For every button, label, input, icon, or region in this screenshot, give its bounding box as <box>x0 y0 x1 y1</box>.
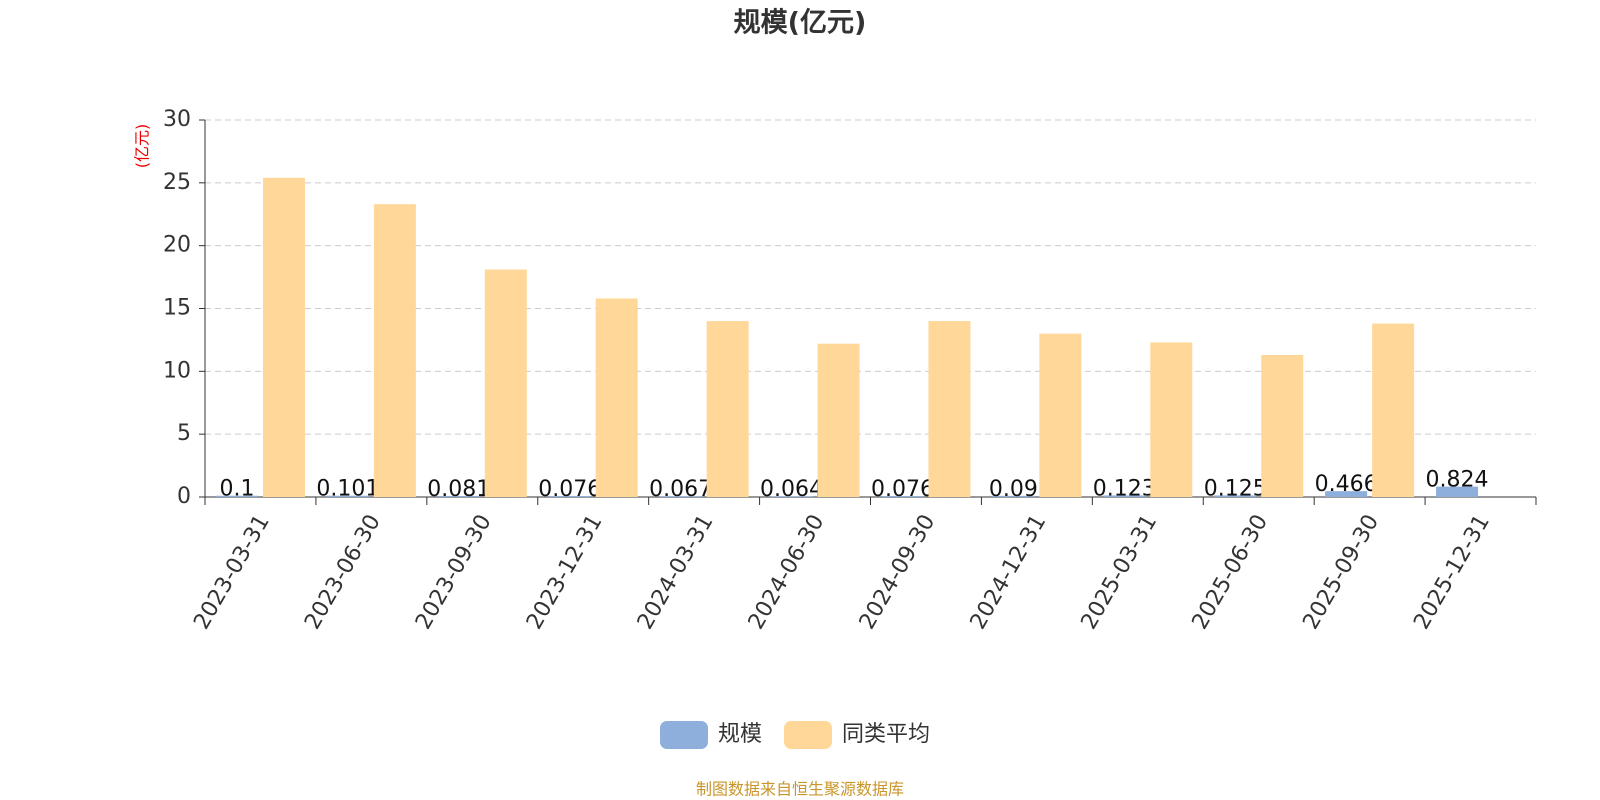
bar <box>595 298 638 497</box>
bar <box>992 495 1035 497</box>
bar <box>548 496 591 497</box>
x-tick-label: 2024-03-31 <box>633 511 719 634</box>
x-tick-label: 2025-12-31 <box>1409 511 1495 634</box>
y-tick-label: 0 <box>177 484 191 509</box>
data-label: 0.125 <box>1204 476 1267 501</box>
x-tick-label: 2025-06-30 <box>1188 511 1274 634</box>
y-tick-label: 20 <box>163 233 191 258</box>
y-tick-label: 10 <box>163 358 191 383</box>
x-tick-label: 2024-12-31 <box>966 511 1052 634</box>
x-tick-label: 2024-06-30 <box>744 511 830 634</box>
bar <box>706 321 749 497</box>
bar <box>262 177 305 497</box>
bar <box>928 321 971 497</box>
data-label: 0.466 <box>1315 472 1378 497</box>
data-label: 0.076 <box>538 477 601 502</box>
y-tick-label: 15 <box>163 296 191 321</box>
legend-swatch <box>784 721 833 749</box>
bar <box>659 496 702 497</box>
bar <box>817 343 860 497</box>
data-label: 0.824 <box>1426 468 1489 493</box>
x-tick-label: 2023-06-30 <box>300 511 386 634</box>
legend-label: 同类平均 <box>842 722 930 747</box>
legend-label: 规模 <box>718 722 762 747</box>
data-label: 0.09 <box>989 477 1038 502</box>
data-label: 0.101 <box>316 477 379 502</box>
bar <box>1325 491 1368 497</box>
legend-swatch <box>660 721 708 749</box>
x-tick-label: 2023-12-31 <box>522 511 608 634</box>
bar <box>1150 342 1193 497</box>
bar <box>770 496 813 497</box>
data-label: 0.064 <box>760 477 823 502</box>
data-label: 0.067 <box>649 477 712 502</box>
bar <box>326 495 369 497</box>
x-tick-label: 2025-09-30 <box>1298 511 1384 634</box>
y-axis-label: (亿元) <box>133 124 152 169</box>
data-label: 0.123 <box>1093 476 1156 501</box>
y-tick-label: 5 <box>177 421 191 446</box>
y-tick-label: 30 <box>163 107 191 132</box>
data-label: 0.1 <box>219 477 254 502</box>
source-note: 制图数据来自恒生聚源数据库 <box>696 780 904 799</box>
data-label: 0.081 <box>427 477 490 502</box>
x-tick-label: 2023-09-30 <box>411 511 497 634</box>
x-tick-label: 2025-03-31 <box>1077 511 1163 634</box>
bar <box>1214 495 1257 497</box>
bar <box>215 495 258 497</box>
data-label: 0.076 <box>871 477 934 502</box>
bar <box>1039 333 1082 497</box>
bar <box>881 496 924 497</box>
x-tick-label: 2023-03-31 <box>189 511 275 634</box>
bar <box>1372 323 1415 497</box>
bar <box>1436 486 1479 497</box>
bar <box>373 204 416 498</box>
bar <box>437 495 480 497</box>
y-tick-label: 25 <box>163 170 191 195</box>
bar <box>484 269 527 497</box>
x-tick-label: 2024-09-30 <box>855 511 941 634</box>
bar <box>1103 495 1146 497</box>
chart-title: 规模(亿元) <box>734 8 867 39</box>
bar <box>1261 354 1304 497</box>
